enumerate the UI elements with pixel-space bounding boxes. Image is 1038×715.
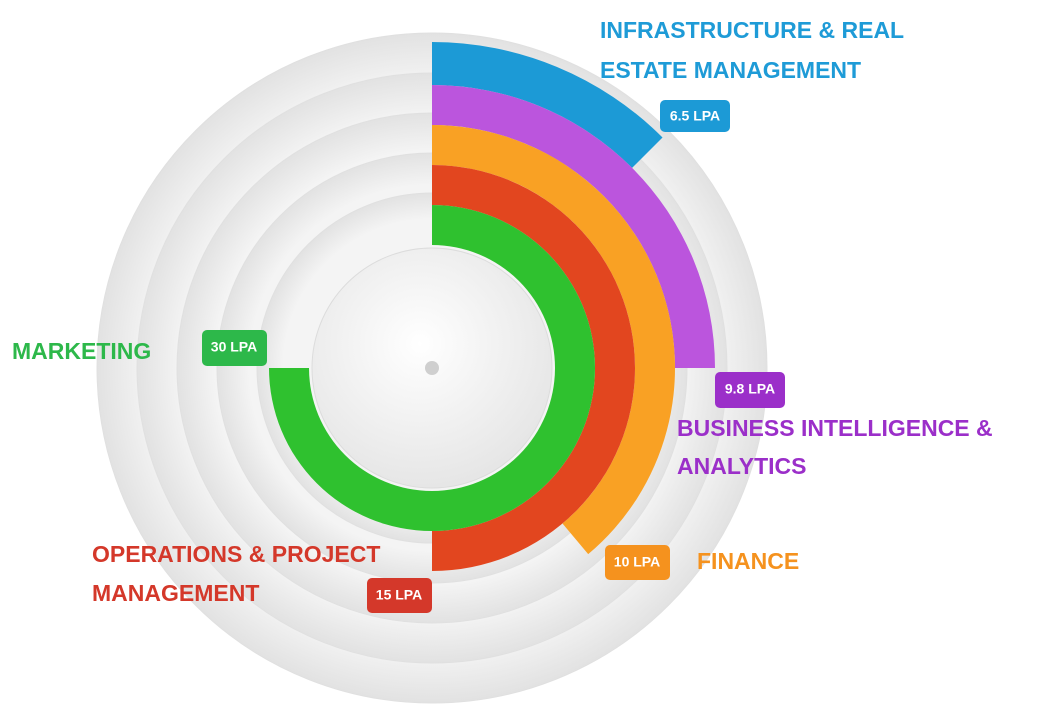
segment-label: INFRASTRUCTURE & REAL xyxy=(600,17,904,43)
ring-arc xyxy=(432,85,715,368)
value-label: 6.5 LPA xyxy=(670,108,720,124)
segment-label: OPERATIONS & PROJECT xyxy=(92,541,380,567)
value-badge xyxy=(202,330,267,366)
segment-label: BUSINESS INTELLIGENCE & xyxy=(677,415,993,441)
value-badge xyxy=(660,100,730,132)
segment-label: MANAGEMENT xyxy=(92,580,259,606)
segment-label: ANALYTICS xyxy=(677,453,807,479)
value-badge xyxy=(715,372,785,408)
segment-label: ESTATE MANAGEMENT xyxy=(600,57,861,83)
arcs xyxy=(269,42,715,571)
value-label: 30 LPA xyxy=(211,339,257,355)
value-label: 15 LPA xyxy=(376,587,422,603)
ring-arc xyxy=(432,42,663,168)
segment-label: FINANCE xyxy=(697,548,799,574)
value-label: 10 LPA xyxy=(614,554,660,570)
value-badge xyxy=(367,578,432,613)
center-dot xyxy=(425,361,439,375)
ring-arc xyxy=(432,125,675,555)
value-label: 9.8 LPA xyxy=(725,381,775,397)
value-badge xyxy=(605,545,670,580)
ring-arc xyxy=(432,165,635,571)
segment-label: MARKETING xyxy=(12,338,151,364)
